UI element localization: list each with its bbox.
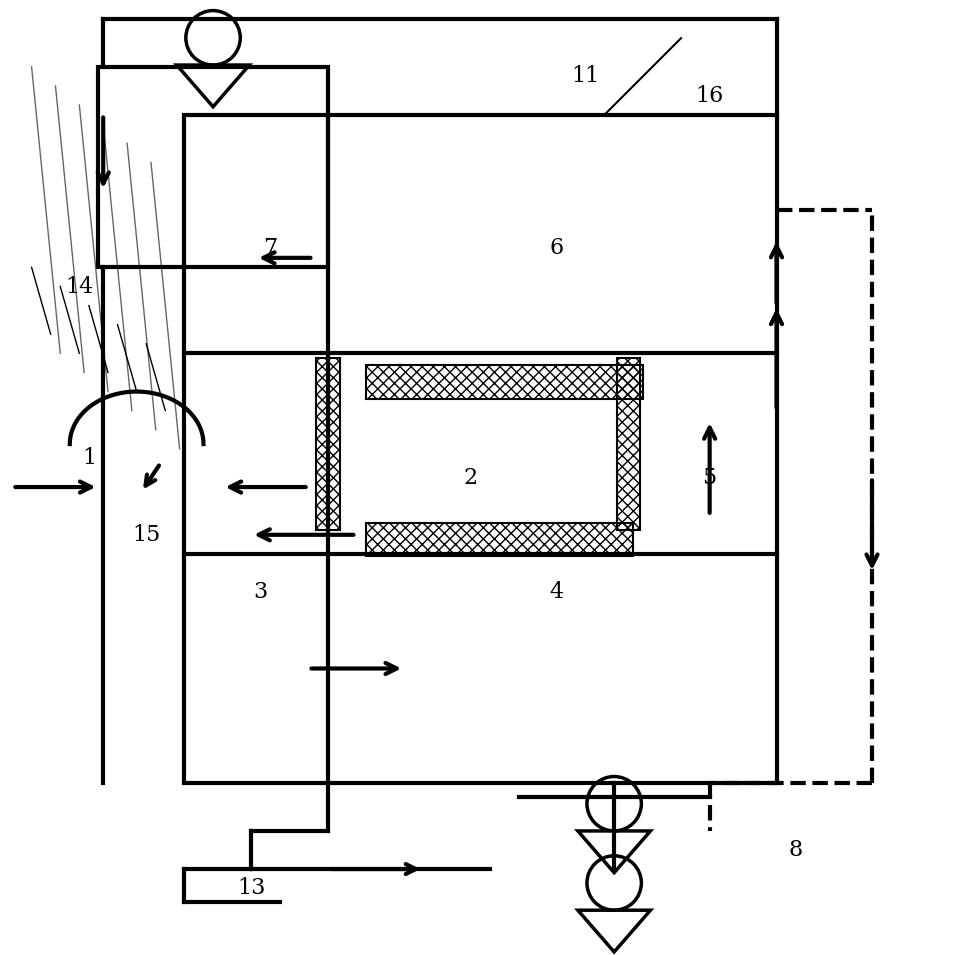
Text: 13: 13 xyxy=(237,877,266,900)
Text: 5: 5 xyxy=(703,466,716,489)
Bar xyxy=(184,115,776,783)
Bar xyxy=(366,365,643,398)
Text: 2: 2 xyxy=(464,466,478,489)
Text: 4: 4 xyxy=(550,581,564,604)
Bar xyxy=(316,358,340,530)
Bar xyxy=(616,358,640,530)
Text: 6: 6 xyxy=(550,237,564,260)
Text: 16: 16 xyxy=(696,84,724,107)
Text: 1: 1 xyxy=(82,447,96,470)
Text: 7: 7 xyxy=(264,237,277,260)
Bar xyxy=(366,523,633,556)
Bar xyxy=(98,67,327,267)
Text: 11: 11 xyxy=(571,65,600,88)
Text: 3: 3 xyxy=(254,581,268,604)
Text: 14: 14 xyxy=(66,275,93,298)
Text: 8: 8 xyxy=(789,838,803,861)
Text: 15: 15 xyxy=(132,523,161,546)
